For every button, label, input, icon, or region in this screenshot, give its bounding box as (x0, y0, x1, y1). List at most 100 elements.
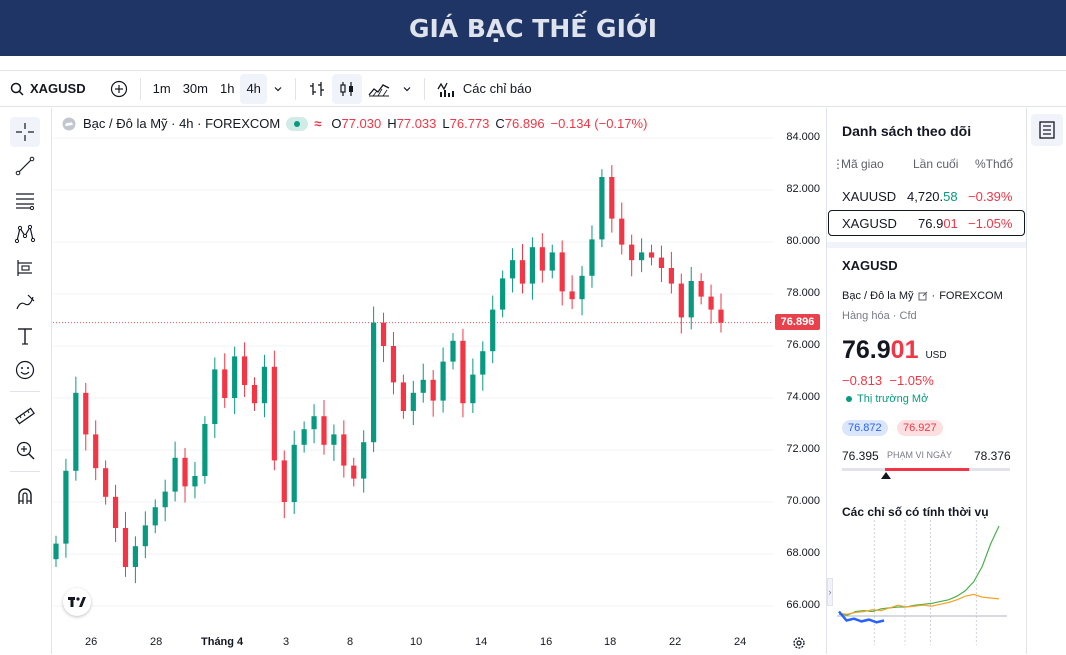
bars-type-button[interactable] (302, 74, 332, 104)
divider (10, 471, 40, 472)
candle-body (132, 546, 139, 567)
more-icon[interactable]: ⋮ (832, 157, 844, 171)
open-label: O (331, 116, 342, 131)
watchlist-row-xagusd[interactable]: XAGUSD 76.901 −1.05% (828, 210, 1025, 236)
candle-body (182, 457, 188, 487)
row-symbol: XAUUSD (842, 188, 897, 204)
area-type-button[interactable] (362, 74, 396, 104)
indicators-button[interactable]: Các chỉ báo (431, 74, 538, 104)
trend-line-tool[interactable] (10, 151, 40, 181)
time-tick: 24 (734, 636, 747, 648)
candle-body (490, 309, 496, 352)
range-label: PHẠM VI NGÀY (887, 450, 953, 460)
high-label: H (387, 116, 397, 131)
tradingview-logo[interactable] (63, 588, 91, 616)
interval-dropdown[interactable] (267, 74, 289, 104)
chart-toolbar: XAGUSD 1m 30m 1h 4h Các chỉ báo (0, 70, 1066, 107)
candle-body (122, 528, 129, 567)
detail-category-line: Hàng hóa · Cfd (842, 310, 917, 322)
forecast-tool[interactable] (10, 253, 40, 283)
text-tool[interactable] (10, 321, 40, 351)
chart-type-dropdown[interactable] (396, 74, 418, 104)
candle-body (361, 442, 367, 479)
watchlist-toggle[interactable] (1031, 114, 1063, 146)
magnet-tool[interactable] (10, 481, 40, 511)
last-price-tag: 76.896 (775, 314, 820, 330)
price-tick: 68.000 (786, 547, 820, 559)
pattern-tool[interactable] (10, 219, 40, 249)
market-status-label: Thị trường Mở (857, 393, 929, 405)
candle-body (93, 434, 99, 469)
interval-4h[interactable]: 4h (240, 73, 267, 104)
candle-body (589, 239, 595, 276)
price-tick: 74.000 (786, 391, 820, 403)
watchlist-row-xauusd[interactable]: XAUUSD 4,720.58 −0.39% (828, 183, 1025, 209)
brush-tool[interactable] (10, 287, 40, 317)
candle-body (172, 457, 178, 492)
candle-body (539, 247, 545, 271)
ruler-tool[interactable] (10, 401, 40, 431)
emoji-tool[interactable] (10, 355, 40, 385)
detail-price: 76.901 USD (842, 336, 947, 365)
indicators-label: Các chỉ báo (462, 81, 532, 96)
column-last[interactable]: Lần cuối (913, 157, 959, 171)
detail-name[interactable]: Bạc / Đô la Mỹ (842, 290, 914, 302)
time-tick: Tháng 4 (201, 636, 244, 648)
seasonal-chart[interactable] (837, 520, 1017, 650)
candle-body (400, 382, 406, 411)
low-value: 76.773 (449, 116, 490, 131)
row-change: −1.05% (968, 215, 1013, 231)
candle-body (291, 444, 297, 502)
tv-logo-icon (68, 597, 86, 607)
forecast-icon (17, 260, 32, 276)
interval-30m[interactable]: 30m (182, 81, 208, 96)
zoom-tool[interactable] (10, 435, 40, 465)
candle-body (222, 369, 228, 398)
interval-1m[interactable]: 1m (152, 81, 171, 96)
range-fill (885, 468, 969, 471)
ruler-icon (15, 407, 35, 425)
price-tick: 80.000 (786, 235, 820, 247)
detail-change: −0.813 −1.05% (842, 373, 934, 388)
search-icon (10, 82, 24, 96)
bars-icon (309, 81, 324, 96)
row-last-tail: 58 (943, 188, 958, 204)
time-tick: 16 (540, 636, 553, 648)
divider (294, 77, 296, 100)
price-tick: 70.000 (786, 495, 820, 507)
candle-body (232, 356, 238, 398)
fib-tool[interactable] (10, 185, 40, 215)
pattern-icon (14, 224, 36, 244)
column-symbol[interactable]: Mã giao (841, 157, 884, 171)
settings-button[interactable] (792, 636, 806, 655)
candle-body (202, 424, 208, 476)
close-value: 76.896 (504, 116, 545, 131)
candlestick-plot[interactable] (53, 108, 824, 654)
price-chart[interactable]: Bạc / Đô la Mỹ · 4h · FOREXCOM ≈ O77.030… (53, 108, 824, 654)
market-status: Thị trường Mở (846, 393, 928, 405)
interval-1h[interactable]: 1h (219, 81, 235, 96)
candle-body (331, 434, 337, 445)
magnet-icon (18, 488, 32, 504)
candle-body (529, 247, 536, 284)
candle-body (718, 309, 724, 323)
symbol-search[interactable]: XAGUSD (0, 74, 92, 104)
candles-type-button[interactable] (331, 73, 362, 104)
add-symbol-button[interactable] (104, 74, 134, 104)
row-last-main: 4,720. (907, 188, 944, 204)
price-tick: 72.000 (786, 443, 820, 455)
candle-body (341, 434, 347, 466)
change-pct: −1.05% (889, 373, 934, 388)
candle-body (658, 257, 665, 268)
candle-body (569, 291, 575, 300)
status-dot (294, 120, 301, 127)
price-tick: 84.000 (786, 131, 820, 143)
candle-body (638, 252, 645, 261)
collapse-panel-handle[interactable]: › (827, 578, 833, 606)
column-change[interactable]: %Thđổ (975, 157, 1014, 171)
candle-body (509, 260, 516, 279)
external-link-icon[interactable] (918, 291, 928, 301)
price-tick: 78.000 (786, 287, 820, 299)
crosshair-tool[interactable] (10, 117, 40, 147)
detail-name-line: Bạc / Đô la Mỹ · FOREXCOM (842, 290, 1003, 302)
